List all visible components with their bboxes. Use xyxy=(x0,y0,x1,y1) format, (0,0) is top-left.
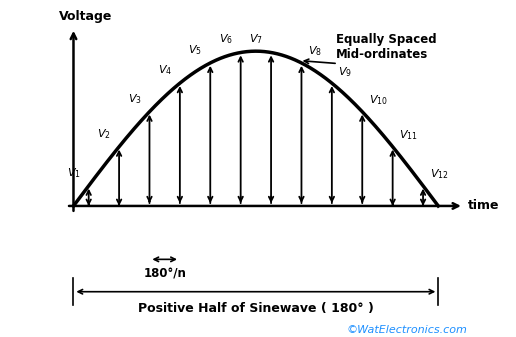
Text: $V_{2}$: $V_{2}$ xyxy=(98,127,111,141)
Text: $V_{1}$: $V_{1}$ xyxy=(67,166,80,180)
Text: time: time xyxy=(467,200,499,212)
Text: ©WatElectronics.com: ©WatElectronics.com xyxy=(347,325,467,335)
Text: Equally Spaced
Mid-ordinates: Equally Spaced Mid-ordinates xyxy=(336,33,437,61)
Text: Voltage: Voltage xyxy=(59,10,112,23)
Text: $V_{4}$: $V_{4}$ xyxy=(158,63,172,77)
Text: $V_{5}$: $V_{5}$ xyxy=(188,43,202,57)
Text: $V_{9}$: $V_{9}$ xyxy=(338,65,352,79)
Text: $V_{10}$: $V_{10}$ xyxy=(369,93,388,107)
Text: $V_{12}$: $V_{12}$ xyxy=(430,167,448,181)
Text: $V_{6}$: $V_{6}$ xyxy=(219,32,233,46)
Text: $V_{11}$: $V_{11}$ xyxy=(399,128,418,142)
Text: $V_{8}$: $V_{8}$ xyxy=(308,44,322,58)
Text: Positive Half of Sinewave ( 180° ): Positive Half of Sinewave ( 180° ) xyxy=(138,303,374,315)
Text: 180°/n: 180°/n xyxy=(143,268,186,281)
Text: $V_{3}$: $V_{3}$ xyxy=(127,92,141,105)
Text: $V_{7}$: $V_{7}$ xyxy=(249,32,263,46)
